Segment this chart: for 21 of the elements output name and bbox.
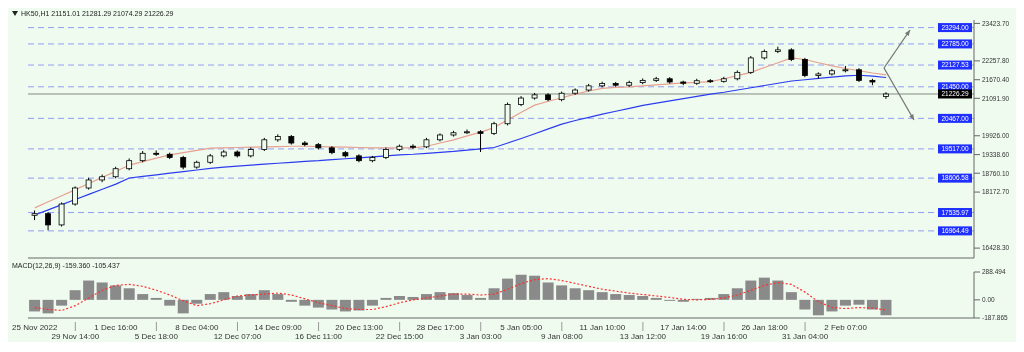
x-tick-label: 13 Jan 12:00: [619, 332, 667, 341]
x-tick-label: 19 Jan 16:00: [700, 332, 748, 341]
x-tick-label: 12 Dec 07:00: [213, 332, 262, 341]
x-tick-label: 11 Jan 10:00: [579, 323, 626, 332]
x-tick-label: 9 Jan 08:00: [540, 332, 584, 341]
x-tick-label: 28 Dec 17:00: [416, 323, 465, 332]
x-tick-label: 26 Jan 18:00: [741, 323, 789, 332]
x-tick-label: 14 Dec 09:00: [254, 323, 303, 332]
x-tick-label: 1 Dec 16:00: [94, 323, 138, 332]
x-tick-label: 2 Feb 07:00: [824, 323, 868, 332]
x-tick-label: 3 Jan 03:00: [459, 332, 503, 341]
x-tick-label: 22 Dec 15:00: [375, 332, 424, 341]
x-tick-label: 16 Dec 11:00: [295, 332, 343, 341]
x-tick-label: 5 Dec 18:00: [134, 332, 179, 341]
x-tick-label: 29 Nov 14:00: [51, 332, 100, 341]
x-tick-label: 8 Dec 04:00: [175, 323, 220, 332]
x-tick-label: 25 Nov 2022: [12, 323, 58, 332]
x-tick-label: 17 Jan 14:00: [660, 323, 708, 332]
x-tick-label: 31 Jan 04:00: [781, 332, 829, 341]
x-tick-label: 20 Dec 13:00: [335, 323, 384, 332]
x-tick-label: 5 Jan 05:00: [500, 323, 543, 332]
